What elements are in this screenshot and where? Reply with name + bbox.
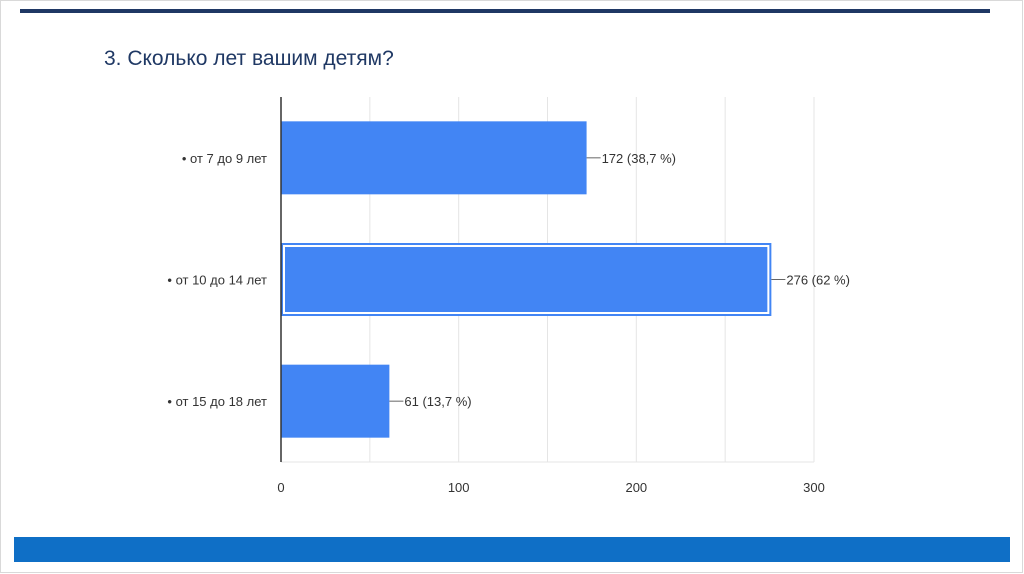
category-label: • от 7 до 9 лет: [182, 151, 267, 166]
labels: 172 (38,7 %) • от 7 до 9 лет 276 (62 %) • о…: [167, 151, 850, 495]
category-label: • от 10 до 14 лет: [167, 273, 267, 288]
bar-highlight-outline: [283, 245, 770, 314]
x-tick-label: 200: [625, 480, 647, 495]
slide-title: 3. Сколько лет вашим детям?: [104, 47, 394, 70]
top-accent-bar: [20, 9, 990, 13]
x-tick-label: 300: [803, 480, 825, 495]
data-label: 172 (38,7 %): [602, 151, 676, 166]
bar: [281, 364, 390, 438]
category-label: • от 15 до 18 лет: [167, 394, 267, 409]
data-label: 61 (13,7 %): [404, 394, 471, 409]
bottom-accent-bar: [14, 537, 1010, 562]
bars: [281, 121, 772, 438]
bar: [281, 243, 772, 316]
bar: [281, 121, 587, 195]
x-tick-label: 100: [448, 480, 470, 495]
data-label: 276 (62 %): [786, 273, 850, 288]
x-tick-label: 0: [277, 480, 284, 495]
